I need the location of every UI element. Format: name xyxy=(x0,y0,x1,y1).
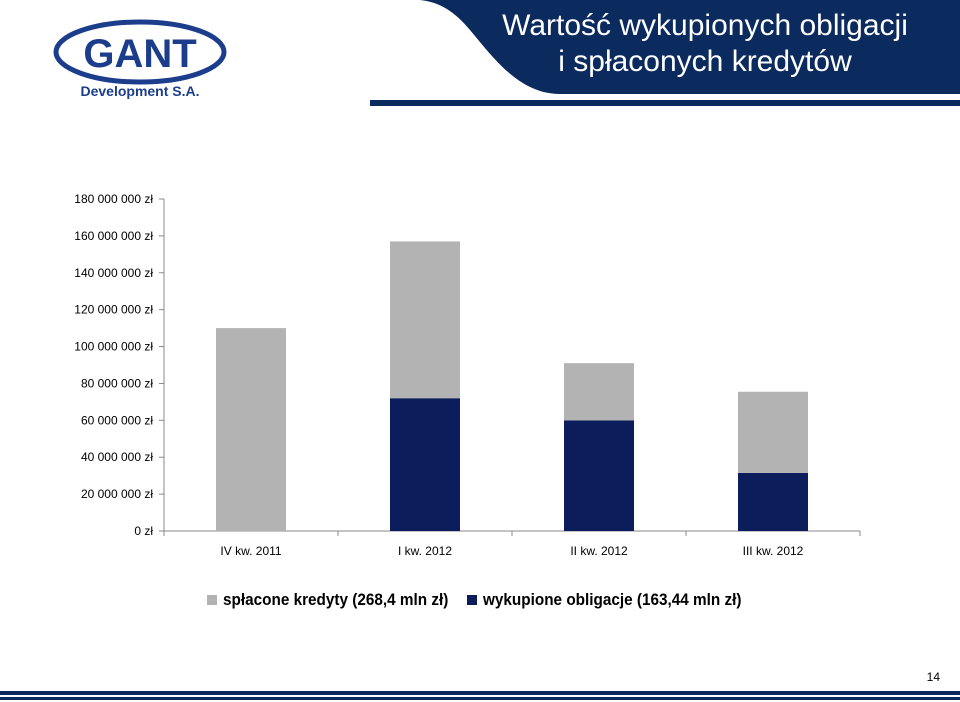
slide-title-line2: i spłaconych kredytów xyxy=(558,45,852,78)
header-underline xyxy=(370,100,960,106)
legend-item-splacone: spłacone kredyty (268,4 mln zł) xyxy=(207,590,473,610)
chart-legend: spłacone kredyty (268,4 mln zł) wykupion… xyxy=(0,590,960,620)
gant-logo: GANT Development S.A. xyxy=(53,19,227,99)
header-band xyxy=(370,0,960,106)
y-tick-label: 80 000 000 zł xyxy=(81,376,153,390)
legend-item-wykupione: wykupione obligacje (163,44 mln zł) xyxy=(467,590,770,610)
bar-wykupione xyxy=(738,472,808,531)
page-number: 14 xyxy=(926,670,940,684)
y-tick-label: 20 000 000 zł xyxy=(81,487,153,501)
footer-line-bottom xyxy=(0,697,960,700)
footer-lines xyxy=(0,691,960,700)
slide-title-line1: Wartość wykupionych obligacji xyxy=(502,9,908,42)
y-tick-label: 40 000 000 zł xyxy=(81,450,153,464)
y-tick-label: 140 000 000 zł xyxy=(74,266,153,280)
logo-brand: GANT xyxy=(83,32,196,76)
y-tick-label: 0 zł xyxy=(134,524,153,538)
x-tick-label: II kw. 2012 xyxy=(570,544,628,558)
legend-swatch-splacone xyxy=(207,595,217,605)
y-tick-label: 100 000 000 zł xyxy=(74,340,153,354)
x-tick-label: IV kw. 2011 xyxy=(220,544,281,558)
y-tick-label: 120 000 000 zł xyxy=(74,303,153,317)
legend-swatch-wykupione xyxy=(467,595,477,605)
y-tick-label: 180 000 000 zł xyxy=(74,192,153,206)
x-tick-label: I kw. 2012 xyxy=(398,544,452,558)
bar-splacone xyxy=(390,241,460,399)
bar-splacone xyxy=(216,328,286,531)
x-tick-label: III kw. 2012 xyxy=(743,544,804,558)
legend-label-splacone: spłacone kredyty (268,4 mln zł) xyxy=(223,590,449,609)
slide-title: Wartość wykupionych obligacji i spłacony… xyxy=(470,8,940,80)
legend-label-wykupione: wykupione obligacje (163,44 mln zł) xyxy=(483,590,742,609)
logo-subtitle: Development S.A. xyxy=(80,83,199,99)
footer-line-top xyxy=(0,691,960,695)
bar-wykupione xyxy=(390,398,460,531)
y-tick-label: 60 000 000 zł xyxy=(81,413,153,427)
bar-splacone xyxy=(564,363,634,421)
y-tick-label: 160 000 000 zł xyxy=(74,229,153,243)
bar-wykupione xyxy=(564,420,634,531)
stacked-bar-chart: 0 zł 20 000 000 zł 40 000 000 zł 60 000 000… xyxy=(74,192,861,558)
bar-splacone xyxy=(738,391,808,473)
title-band-shape xyxy=(420,0,960,94)
logo-ellipse xyxy=(53,19,227,85)
